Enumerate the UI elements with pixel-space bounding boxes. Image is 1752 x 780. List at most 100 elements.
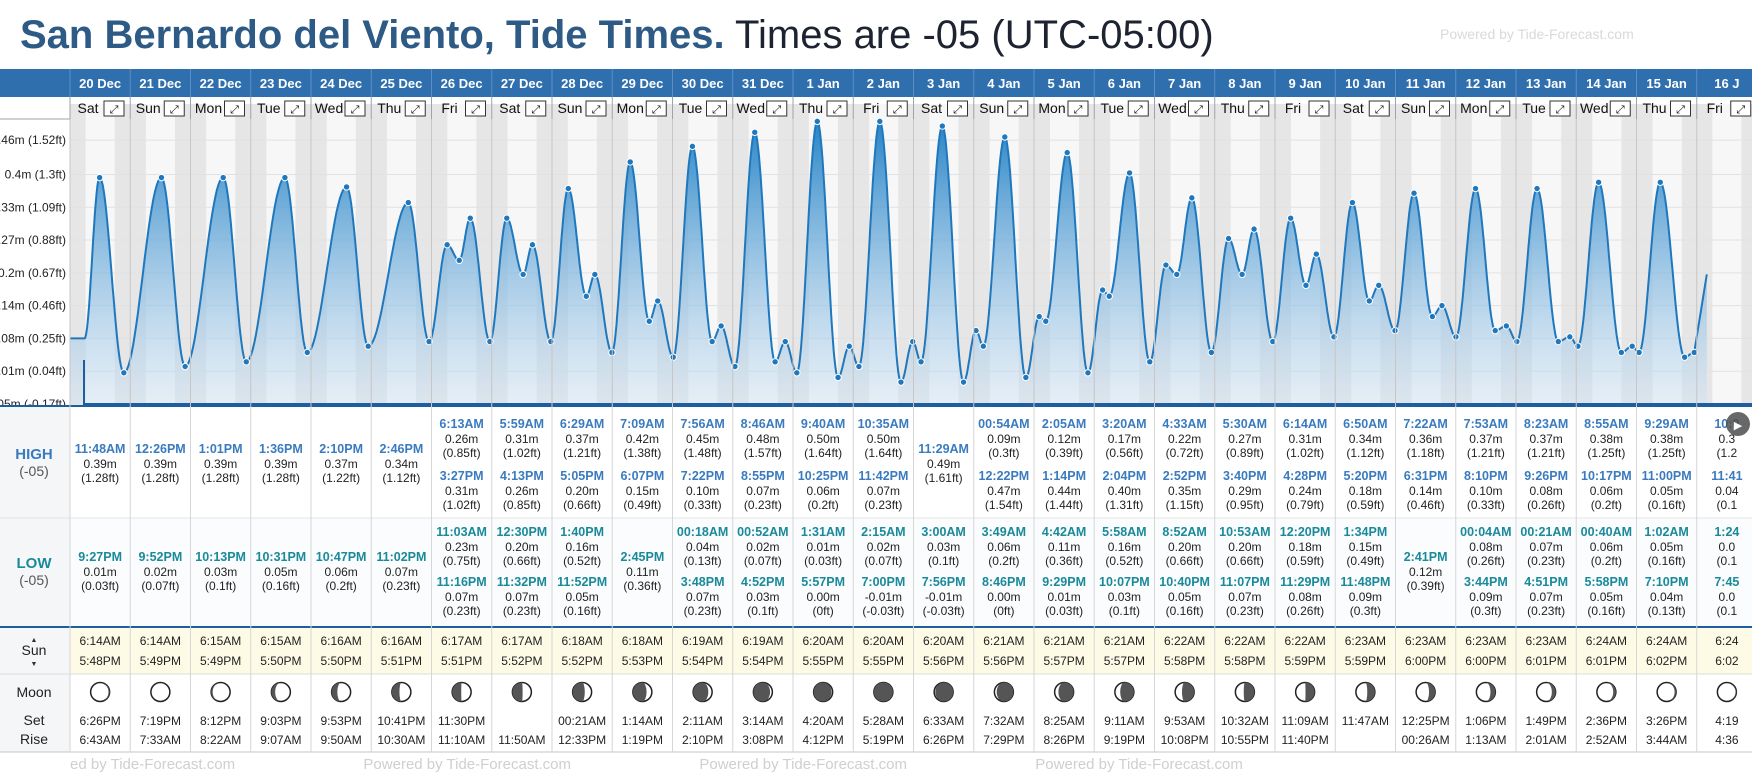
expand-day-button[interactable]: ⤢ (1127, 100, 1149, 117)
high-tide-feet: (1.54ft) (985, 498, 1023, 512)
expand-day-button[interactable]: ⤢ (947, 100, 968, 117)
expand-button-box[interactable] (1368, 100, 1390, 117)
expand-day-button[interactable]: ⤢ (224, 100, 245, 117)
expand-button-box[interactable] (1308, 100, 1330, 117)
expand-day-button[interactable]: ⤢ (1730, 100, 1752, 117)
expand-button-box[interactable] (1730, 100, 1752, 117)
expand-button-box[interactable] (465, 100, 486, 117)
expand-button-box[interactable] (1007, 100, 1029, 117)
expand-day-button[interactable]: ⤢ (1429, 100, 1450, 117)
expand-button-box[interactable] (525, 100, 547, 117)
high-tide-time: 7:22PM (681, 469, 725, 483)
high-tide-feet: (0.79ft) (1286, 498, 1324, 512)
low-tide-feet: (0.23ft) (443, 604, 481, 618)
expand-day-button[interactable]: ⤢ (1670, 100, 1691, 117)
expand-day-button[interactable]: ⤢ (1188, 100, 1209, 117)
expand-day-button[interactable]: ⤢ (886, 100, 908, 117)
scroll-right-icon: ▶ (1734, 420, 1743, 432)
sunrise-time: 6:15AM (260, 634, 301, 648)
expand-button-box[interactable] (1609, 100, 1631, 117)
expand-day-button[interactable]: ⤢ (465, 100, 486, 117)
expand-day-button[interactable]: ⤢ (1609, 100, 1631, 117)
high-tide-point (1224, 234, 1233, 243)
low-tide-feet: (0.23ft) (1226, 604, 1264, 618)
expand-button-box[interactable] (886, 100, 908, 117)
scroll-button-circle[interactable] (1726, 412, 1750, 436)
expand-button-box[interactable] (404, 100, 426, 117)
moonset-time: 8:12PM (200, 714, 241, 728)
expand-button-box[interactable] (1127, 100, 1149, 117)
moonset-time: 10:32AM (1221, 714, 1269, 728)
expand-button-box[interactable] (1248, 100, 1270, 117)
expand-day-button[interactable]: ⤢ (1368, 100, 1390, 117)
moonset-time: 2:11AM (682, 714, 722, 728)
expand-day-button[interactable]: ⤢ (404, 100, 426, 117)
expand-day-button[interactable]: ⤢ (706, 100, 727, 117)
sunset-time: 5:57PM (1104, 654, 1145, 668)
expand-day-button[interactable]: ⤢ (163, 100, 185, 117)
expand-button-box[interactable] (766, 100, 788, 117)
low-tide-feet: (0.16ft) (1166, 604, 1204, 618)
high-tide-meters: 0.39m (83, 457, 116, 471)
expand-button-box[interactable] (645, 100, 667, 117)
expand-day-button[interactable]: ⤢ (1549, 100, 1571, 117)
high-tide-meters: 0.17m (1108, 432, 1141, 446)
low-row-tz: (-05) (19, 572, 49, 588)
expand-button-box[interactable] (1549, 100, 1571, 117)
expand-button-box[interactable] (284, 100, 306, 117)
expand-button-box[interactable] (706, 100, 727, 117)
expand-button-box[interactable] (1670, 100, 1691, 117)
expand-day-button[interactable]: ⤢ (1067, 100, 1089, 117)
expand-day-button[interactable]: ⤢ (284, 100, 306, 117)
sunrise-time: 6:17AM (441, 634, 482, 648)
expand-button-box[interactable] (826, 100, 848, 117)
weekday-label: Sun (979, 100, 1004, 116)
expand-button-box[interactable] (1188, 100, 1209, 117)
expand-day-button[interactable]: ⤢ (645, 100, 667, 117)
moon-phase-icon (270, 681, 292, 703)
y-tick-label: 0.01m (0.04ft) (0, 364, 66, 378)
low-tide-time: 7:00PM (861, 575, 905, 589)
low-tide-feet: (0.07ft) (141, 579, 179, 593)
expand-button-box[interactable] (1429, 100, 1450, 117)
low-tide-feet: (0.3ft) (1350, 604, 1381, 618)
expand-button-box[interactable] (1067, 100, 1089, 117)
expand-day-button[interactable]: ⤢ (766, 100, 788, 117)
expand-button-box[interactable] (344, 100, 366, 117)
low-tide-feet: (0.16ft) (262, 579, 300, 593)
expand-day-button[interactable]: ⤢ (103, 100, 125, 117)
expand-day-button[interactable]: ⤢ (1007, 100, 1029, 117)
low-tide-feet: (0.03ft) (81, 579, 119, 593)
expand-day-button[interactable]: ⤢ (585, 100, 607, 117)
expand-button-box[interactable] (103, 100, 125, 117)
low-tide-meters: 0.07m (1529, 540, 1562, 554)
high-tide-meters: 0.06m (1590, 484, 1623, 498)
expand-button-box[interactable] (224, 100, 245, 117)
moon-shadow (391, 682, 402, 702)
expand-day-button[interactable]: ⤢ (1489, 100, 1511, 117)
moon-phase-icon (1234, 681, 1256, 703)
expand-day-button[interactable]: ⤢ (344, 100, 366, 117)
expand-day-button[interactable]: ⤢ (1248, 100, 1270, 117)
high-tide-meters: 0.12m (1047, 432, 1080, 446)
low-tide-meters: 0.03m (927, 540, 960, 554)
expand-button-box[interactable] (1489, 100, 1511, 117)
scroll-right-button[interactable]: ▶ (1726, 412, 1750, 436)
moonrise-time: 1:19PM (622, 733, 663, 747)
expand-day-button[interactable]: ⤢ (1308, 100, 1330, 117)
expand-day-button[interactable]: ⤢ (826, 100, 848, 117)
day-date-label: 5 Jan (1048, 76, 1081, 91)
expand-button-box[interactable] (163, 100, 185, 117)
moon-phase-icon (210, 681, 231, 703)
high-tide-time: 11:42PM (858, 469, 908, 483)
expand-day-button[interactable]: ⤢ (525, 100, 547, 117)
low-tide-time: 11:52PM (557, 575, 607, 589)
expand-button-box[interactable] (585, 100, 607, 117)
low-tide-meters: 0.01m (806, 540, 839, 554)
sun-row-bg (0, 627, 1752, 674)
moonset-time: 7:19PM (140, 714, 181, 728)
moon-shadow (271, 682, 281, 702)
expand-button-box[interactable] (947, 100, 968, 117)
